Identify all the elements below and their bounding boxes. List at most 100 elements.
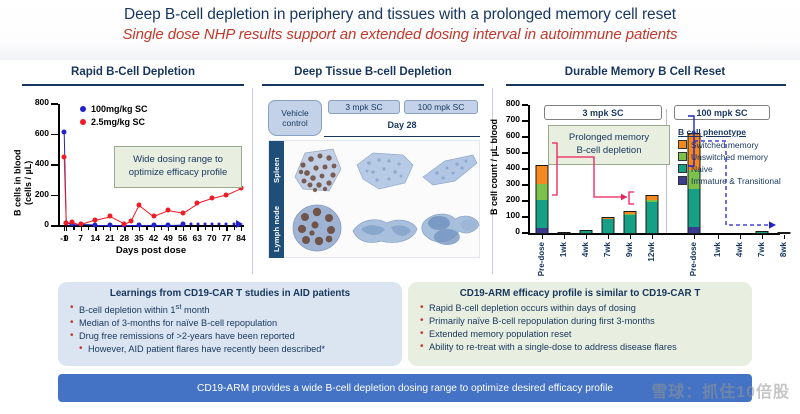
- chart1-x-minor-tick: [95, 227, 97, 230]
- chart2-legend-swatch: [678, 176, 687, 185]
- chart2-bar-segment: [756, 232, 768, 233]
- row-label-spleen: Spleen: [269, 141, 284, 199]
- chart2-group-divider: [666, 109, 667, 233]
- tab-100mpk-sc[interactable]: 100 mpk SC: [404, 100, 478, 114]
- panel-rule-left: [22, 84, 244, 86]
- chart1-x-minor-tick: [138, 227, 141, 230]
- chart1-x-minor-tick: [204, 227, 206, 230]
- bullet-item: B-cell depletion within 1st month: [68, 301, 392, 317]
- tab-vehicle-control[interactable]: Vehicle control: [268, 100, 322, 136]
- chart2-bar: [645, 194, 659, 235]
- chart2-x-tick: [784, 235, 786, 239]
- chart1-projection-dot: [189, 222, 193, 226]
- chart1-x-tick-label: 84: [236, 233, 246, 243]
- chart2-bar: [535, 165, 549, 234]
- chart2-y-tick: 500: [506, 146, 528, 156]
- callout-prolonged-line1: Prolonged memory: [568, 132, 650, 143]
- group-header-3mpk: 3 mpk SC: [544, 105, 662, 120]
- chart2-bar-segment: [688, 188, 700, 228]
- chart1-x-minor-tick: [219, 227, 221, 230]
- callout-prolonged-line2: B-cell depletion: [576, 144, 642, 156]
- chart2-bar-segment: [688, 170, 700, 189]
- learnings-title: Learnings from CD19-CAR T studies in AID…: [109, 288, 351, 299]
- chart1-y-tick-label: 800: [34, 97, 49, 108]
- chart1-x-minor-tick: [124, 227, 126, 230]
- chart2-bar-segment: [536, 227, 548, 233]
- chart1-y-axis: [58, 104, 60, 226]
- efficacy-profile-box: CD19-ARM efficacy profile is similar to …: [408, 282, 752, 366]
- chart2-x-tick: [652, 235, 654, 239]
- bullet-item: Rapid B-cell depletion occurs within day…: [418, 301, 742, 315]
- chart1-data-point: [61, 129, 67, 135]
- panel-rule-middle: [262, 84, 484, 86]
- chart1-x-tick-label: 14: [90, 233, 100, 243]
- chart1-y-tick-label: 0: [44, 219, 49, 230]
- chart2-legend-swatch: [678, 164, 687, 173]
- chart1-y-tick: 200: [35, 189, 58, 199]
- chart1-x-minor-tick: [175, 227, 177, 230]
- chart2-x-tick: [630, 235, 632, 239]
- chart1-projection-dot: [210, 222, 214, 226]
- bullet-item: However, AID patient flares have recentl…: [68, 342, 392, 356]
- chart1-data-point: [165, 207, 171, 213]
- chart1-projection-dot: [203, 222, 207, 226]
- chart2-bar-segment: [536, 199, 548, 228]
- day-28-label: Day 28: [387, 120, 417, 130]
- callout-prolonged-memory: Prolonged memory B-cell depletion: [548, 125, 670, 165]
- chart1-x-tick-label: 21: [105, 233, 115, 243]
- efficacy-bullet-list: Rapid B-cell depletion occurs within day…: [418, 301, 742, 354]
- chart2-x-tick: [718, 235, 720, 239]
- chart2-bar-segment: [646, 201, 658, 233]
- tissue-lymphnode-3mpk: [352, 219, 418, 243]
- chart1-x-tick-label: -1: [60, 233, 68, 243]
- chart2-bar-segment: [536, 166, 548, 184]
- chart2-y-tick-label: 800: [505, 98, 520, 109]
- tissue-lymphnode-vehicle: [292, 204, 342, 252]
- chart2-bar-segment: [624, 215, 636, 233]
- chart1-projection-dot: [232, 222, 235, 226]
- chart1-data-point: [61, 154, 67, 160]
- durable-memory-reset-chart: B cell count / µL blood 0 100 200 300 400 500…: [488, 97, 796, 276]
- chart1-y-axis-label: B cells in blood (cells / µL): [12, 149, 33, 217]
- chart1-legend-marker: [80, 119, 86, 125]
- chart2-legend-item: Unswitched memory: [678, 152, 781, 162]
- chart1-x-tick-label: 49: [163, 233, 173, 243]
- chart1-data-point: [194, 200, 200, 206]
- chart1-y-tick: 0: [44, 219, 58, 229]
- chart1-data-point: [151, 213, 157, 219]
- chart1-x-minor-tick: [87, 227, 90, 230]
- chart2-bar-segment: [536, 183, 548, 200]
- chart2-y-tick-label: 700: [505, 114, 520, 125]
- chart1-x-minor-tick: [109, 227, 112, 230]
- chart2-x-tick: [762, 235, 764, 239]
- chart2-bar-segment: [688, 227, 700, 233]
- panel-rule-right: [506, 84, 786, 86]
- chart1-x-minor-tick: [160, 227, 163, 230]
- chart1-x-minor-tick: [117, 227, 119, 230]
- chart1-data-point: [136, 202, 142, 208]
- chart2-bar-segment: [624, 213, 636, 216]
- chart2-y-tick: 200: [506, 194, 528, 204]
- chart1-data-point: [92, 222, 98, 228]
- chart2-bar: [579, 229, 593, 235]
- tab-vehicle-line1: Vehicle: [281, 107, 309, 118]
- chart1-x-minor-tick: [189, 227, 192, 230]
- chart2-x-tick: [564, 235, 566, 239]
- chart1-y-tick: 800: [35, 97, 58, 107]
- group-header-100mpk: 100 mpk SC: [674, 105, 770, 120]
- tab-3mpk-sc[interactable]: 3 mpk SC: [328, 100, 400, 114]
- bullet-item: Extended memory population reset: [418, 327, 742, 341]
- chart1-y-tick-label: 200: [34, 188, 49, 199]
- rapid-b-cell-depletion-chart: B cells in blood (cells / µL) 0 200 400 600 8…: [13, 97, 258, 273]
- chart1-legend-item: 2.5mg/kg SC: [80, 117, 148, 127]
- chart2-legend-item: Naive: [678, 164, 781, 174]
- tissue-spleen-3mpk: [356, 152, 414, 190]
- chart1-x-tick-label: 77: [221, 233, 232, 243]
- chart1-x-tick-label: 42: [148, 233, 159, 243]
- chart1-x-minor-tick: [197, 227, 199, 230]
- chart2-legend-label: Unswitched memory: [691, 151, 768, 162]
- chart2-x-tick: [740, 235, 742, 239]
- chart2-y-tick: 300: [506, 178, 528, 188]
- chart1-x-minor-tick: [102, 227, 104, 230]
- chart2-y-tick: 100: [506, 210, 528, 220]
